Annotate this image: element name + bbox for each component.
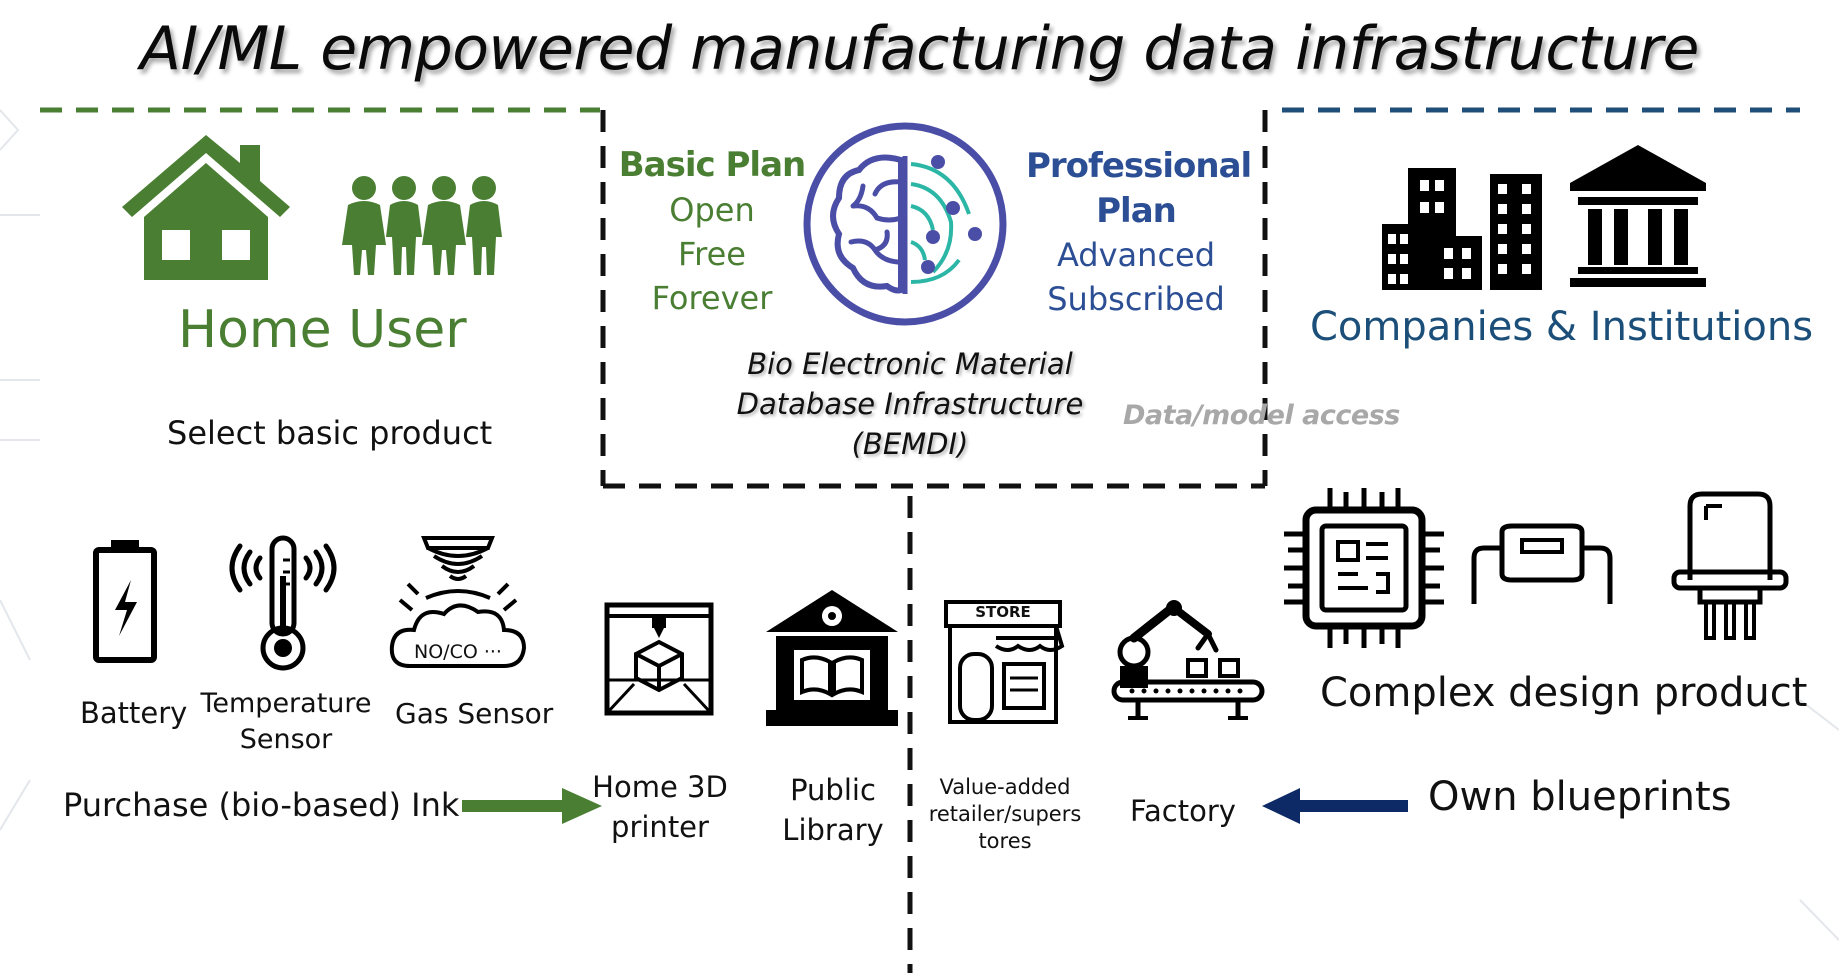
public-library-label: Library (782, 813, 884, 847)
store-sign-text: STORE (975, 603, 1031, 621)
basic-plan-line: Forever (651, 279, 773, 317)
basic-plan-line: Open (669, 191, 755, 229)
3d-printer-icon (604, 602, 714, 716)
professional-plan-line: Advanced (1056, 236, 1216, 274)
home-user-label: Home User (178, 300, 467, 360)
battery-label: Battery (80, 696, 188, 730)
professional-plan-title: Professional (1026, 146, 1252, 186)
select-basic-product-label: Select basic product (167, 414, 493, 452)
temperature-sensor-label: Temperature (200, 688, 372, 719)
robot-arm-icon (1111, 600, 1265, 720)
arrow-left-icon (1262, 788, 1408, 824)
battery-icon (93, 540, 157, 663)
companies-institutions-label: Companies & Institutions (1310, 304, 1814, 350)
retailer-label: retailer/supers (928, 802, 1082, 826)
store-icon (944, 600, 1065, 724)
transistor-icon (1671, 491, 1789, 640)
home-3d-printer-label: printer (611, 810, 709, 844)
retailer-label: Value-added (939, 775, 1071, 799)
bemdi-title-line: Database Infrastructure (736, 387, 1084, 421)
thermometer-icon (229, 535, 337, 671)
chip-icon (1284, 488, 1444, 648)
home-3d-printer-label: Home 3D (592, 770, 728, 804)
family-icon (342, 176, 502, 275)
basic-plan-line: Free (678, 235, 746, 273)
bemdi-title-line: (BEMDI) (851, 427, 969, 461)
house-icon (122, 135, 290, 280)
institution-icon (1570, 145, 1706, 287)
buildings-icon (1382, 168, 1542, 290)
public-library-label: Public (790, 773, 876, 807)
brain-circuit-icon (803, 122, 1007, 326)
professional-plan-title: Plan (1096, 191, 1177, 231)
data-model-access-label: Data/model access (1123, 400, 1400, 431)
bemdi-title-line: Bio Electronic Material (747, 347, 1073, 381)
gas-sensor-label: Gas Sensor (395, 697, 554, 730)
diagram-title: AI/ML empowered manufacturing data infra… (140, 14, 1699, 84)
factory-label: Factory (1130, 794, 1236, 828)
basic-plan-title: Basic Plan (618, 145, 806, 185)
complex-design-product-label: Complex design product (1320, 670, 1808, 716)
resistor-icon (1471, 523, 1613, 604)
library-icon (766, 590, 898, 726)
temperature-sensor-label: Sensor (239, 724, 333, 755)
purchase-ink-label: Purchase (bio-based) Ink (63, 786, 460, 824)
retailer-label: tores (978, 829, 1032, 853)
arrow-right-icon (462, 788, 602, 824)
own-blueprints-label: Own blueprints (1428, 774, 1732, 820)
gas-sensor-icon (389, 536, 527, 668)
professional-plan-line: Subscribed (1047, 280, 1225, 318)
gas-cloud-text: NO/CO ··· (414, 641, 502, 663)
